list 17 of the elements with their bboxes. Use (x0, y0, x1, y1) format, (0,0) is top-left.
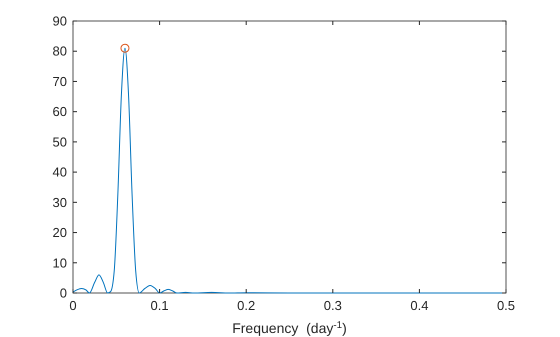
x-tick-label: 0.3 (324, 298, 342, 313)
x-axis-title: Frequency (day$^{-1}$) (232, 320, 347, 336)
y-tick-label: 70 (52, 74, 67, 89)
y-tick-label: 30 (52, 194, 67, 210)
y-tick-label: 90 (52, 14, 67, 28)
x-tick-label: 0.5 (496, 298, 516, 313)
y-tick-label: 0 (60, 286, 67, 300)
y-tick-label: 40 (52, 164, 67, 180)
y-tick-label: 80 (52, 44, 67, 59)
x-tick-label: 0.2 (237, 298, 256, 313)
x-tick-label: 0.4 (410, 298, 428, 313)
y-tick-label: 50 (52, 134, 67, 150)
y-tick-label: 60 (52, 104, 67, 120)
y-tick-label: 10 (52, 255, 67, 270)
y-tick-label: 20 (52, 225, 67, 240)
x-tick-label: 0 (69, 298, 77, 313)
x-tick-label: 0.1 (150, 298, 169, 313)
